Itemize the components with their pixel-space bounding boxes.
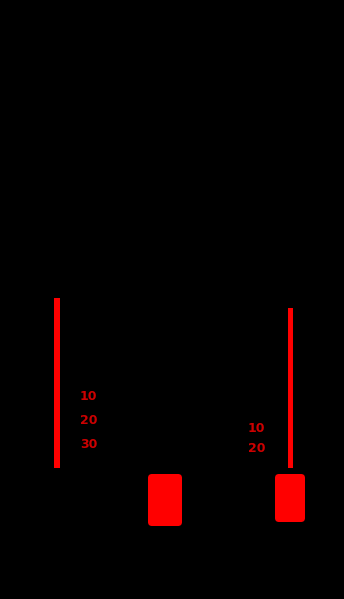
Text: 30: 30 [80, 437, 97, 450]
Bar [54, 298, 60, 468]
Text: 10: 10 [80, 389, 97, 403]
FancyBboxPatch shape [148, 474, 182, 526]
Bar [288, 308, 293, 468]
Text: 20: 20 [80, 413, 97, 426]
Text: 10: 10 [248, 422, 266, 434]
FancyBboxPatch shape [275, 474, 305, 522]
Text: 20: 20 [248, 441, 266, 455]
